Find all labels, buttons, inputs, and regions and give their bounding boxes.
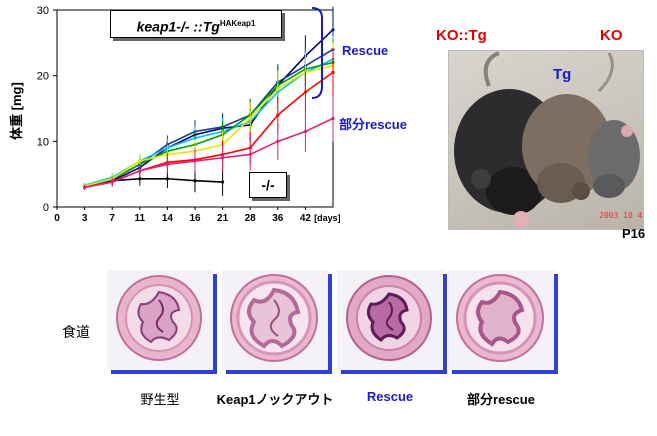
ko-label-box: -/- [249, 172, 287, 198]
rescue-bracket [311, 7, 323, 99]
series-line [84, 29, 334, 189]
y-axis-label-text: 体重 [mg] [9, 82, 24, 140]
data-point [248, 116, 252, 120]
legend-superscript: HAKeap1 [219, 19, 256, 28]
data-point [138, 169, 142, 173]
series-line [84, 65, 334, 187]
histology-caption-partial-rescue: 部分rescue [467, 392, 535, 407]
series-line [84, 61, 334, 188]
mouse-photo-drawing [454, 51, 640, 227]
x-tick-label: 42 [300, 213, 312, 224]
x-tick-label: 0 [54, 213, 60, 224]
data-point [110, 180, 114, 184]
series-line [84, 117, 334, 189]
data-point [276, 139, 280, 143]
x-axis-label: [days] [314, 213, 340, 223]
y-tick-label: 0 [43, 202, 49, 214]
data-point [83, 185, 87, 189]
esophagus-section-rescue [346, 275, 432, 361]
x-tick-label: 3 [82, 213, 88, 224]
ko-label: -/- [261, 177, 275, 193]
growth-chart: 0 10 20 30 0 3 7 11 14 16 21 28 36 42 [days] [37, 5, 340, 224]
esophagus-section-partial-rescue [456, 274, 544, 362]
y-tick-label: 10 [37, 136, 49, 148]
legend-text: keap1-/- ::Tg [136, 18, 220, 35]
data-point [138, 177, 142, 181]
data-point [138, 159, 142, 163]
data-point [165, 177, 169, 181]
histology-panel-partial-rescue [448, 270, 554, 370]
chart-legend: keap1-/- ::TgHAKeap1 [110, 10, 282, 38]
x-tick-label: 36 [272, 213, 284, 224]
data-point [221, 180, 225, 184]
y-tick-label: 20 [37, 71, 49, 83]
esophagus-section-wildtype [116, 275, 202, 361]
histology-caption-keap1-ko: Keap1ノックアウト [216, 392, 334, 407]
histology-panel-rescue [337, 270, 443, 370]
histology-row-label: 食道 [62, 324, 90, 340]
photo-label-tg: Tg [553, 66, 572, 83]
data-point [276, 87, 280, 91]
partial-rescue-annotation: 部分rescue [339, 117, 407, 132]
data-point [331, 70, 335, 74]
histology-panel-keap1-ko [222, 270, 328, 370]
data-point [248, 152, 252, 157]
data-point [276, 113, 280, 117]
x-tick-label: 21 [217, 213, 229, 224]
x-tick-label: 11 [135, 213, 146, 224]
mouse-photo: Tg 2003 10 4 [448, 50, 644, 230]
x-tick-label: 7 [109, 213, 115, 224]
data-point [165, 162, 169, 166]
rescue-annotation: Rescue [342, 43, 389, 58]
data-point [303, 90, 307, 94]
photo-date-stamp: 2003 10 4 [599, 211, 643, 220]
y-tick-label: 30 [37, 5, 49, 17]
histology-caption-rescue: Rescue [366, 389, 414, 404]
data-point [193, 159, 197, 163]
data-point [193, 179, 197, 183]
histology-caption-wildtype: 野生型 [140, 392, 180, 407]
y-axis-label: 体重 [mg] [6, 82, 25, 140]
x-tick-label: 28 [245, 213, 257, 224]
data-point [303, 129, 307, 134]
data-point [331, 116, 335, 120]
photo-age-label: P16 [622, 226, 646, 241]
x-tick-label: 16 [189, 213, 201, 224]
data-point [221, 156, 225, 160]
histology-panel-wildtype [107, 270, 213, 370]
photo-label-ko: KO [600, 27, 623, 44]
esophagus-section-keap1-ko [230, 274, 318, 362]
x-tick-label: 14 [162, 213, 174, 224]
photo-label-kotg: KO::Tg [436, 27, 487, 44]
